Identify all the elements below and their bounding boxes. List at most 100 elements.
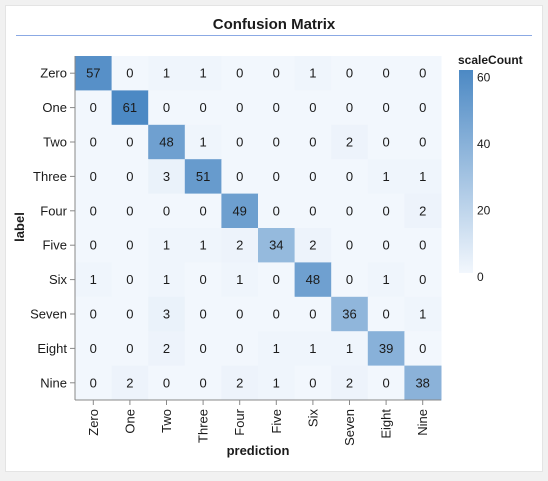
cell-value: 3 bbox=[163, 307, 170, 322]
heatmap-cell bbox=[75, 296, 113, 332]
cell-value: 0 bbox=[199, 341, 206, 356]
heatmap-cell bbox=[258, 90, 296, 126]
heatmap-cell bbox=[184, 124, 222, 160]
heatmap-cell bbox=[148, 262, 186, 298]
heatmap-cell bbox=[75, 90, 113, 126]
x-tick-label: Two bbox=[159, 409, 174, 433]
heatmap-cell bbox=[258, 124, 296, 160]
cell-value-labels: 57 0 1 1 0 0 1 0 0 0 0 61 0 0 0 0 0 0 0 0 0 0 48 1 0 0 0 2 0 0 0 0 3 51 0 0… bbox=[86, 66, 430, 391]
heatmap-cell bbox=[221, 193, 259, 229]
heatmap-cell bbox=[367, 124, 405, 160]
heatmap-cell bbox=[367, 193, 405, 229]
x-tick-label: Three bbox=[196, 409, 211, 443]
heatmap-cell bbox=[294, 159, 332, 195]
cell-value: 2 bbox=[163, 341, 170, 356]
cell-value: 0 bbox=[90, 100, 97, 115]
cell-value: 0 bbox=[236, 66, 243, 81]
cell-value: 2 bbox=[309, 238, 316, 253]
x-tick-label: One bbox=[122, 409, 137, 434]
cell-value: 2 bbox=[419, 203, 426, 218]
x-tick-label: Six bbox=[305, 409, 320, 428]
cell-value: 34 bbox=[269, 238, 283, 253]
heatmap-cell bbox=[75, 159, 113, 195]
cell-value: 0 bbox=[199, 307, 206, 322]
cell-value: 0 bbox=[90, 203, 97, 218]
legend-tick-label: 40 bbox=[477, 137, 491, 151]
cell-value: 0 bbox=[382, 238, 389, 253]
cell-value: 0 bbox=[346, 66, 353, 81]
heatmap-cell bbox=[148, 365, 186, 401]
heatmap-cell bbox=[75, 193, 113, 229]
heatmap-cell bbox=[221, 124, 259, 160]
heatmap-cell bbox=[331, 365, 369, 401]
cell-value: 61 bbox=[123, 100, 137, 115]
heatmap-cell bbox=[367, 262, 405, 298]
heatmap-cell bbox=[331, 159, 369, 195]
heatmap-cell bbox=[111, 262, 149, 298]
cell-value: 0 bbox=[309, 375, 316, 390]
cell-value: 0 bbox=[419, 341, 426, 356]
heatmap-cell bbox=[75, 228, 113, 263]
heatmap-cell bbox=[75, 365, 113, 401]
heatmap-cell bbox=[258, 228, 296, 263]
cell-value: 1 bbox=[273, 341, 280, 356]
cell-value: 0 bbox=[309, 307, 316, 322]
heatmap-cells bbox=[75, 56, 442, 401]
cell-value: 1 bbox=[382, 272, 389, 287]
heatmap-cell bbox=[367, 365, 405, 401]
cell-value: 0 bbox=[199, 100, 206, 115]
heatmap-cell bbox=[331, 296, 369, 332]
cell-value: 0 bbox=[382, 375, 389, 390]
heatmap-cell bbox=[184, 296, 222, 332]
y-tick-label: Nine bbox=[40, 375, 67, 390]
heatmap-cell bbox=[367, 331, 405, 367]
heatmap-cell bbox=[367, 56, 405, 91]
cell-value: 0 bbox=[382, 203, 389, 218]
cell-value: 2 bbox=[126, 375, 133, 390]
heatmap-cell bbox=[75, 262, 113, 298]
heatmap-cell bbox=[148, 228, 186, 263]
cell-value: 1 bbox=[90, 272, 97, 287]
cell-value: 0 bbox=[273, 203, 280, 218]
cell-value: 0 bbox=[199, 375, 206, 390]
cell-value: 1 bbox=[163, 272, 170, 287]
cell-value: 0 bbox=[236, 307, 243, 322]
cell-value: 49 bbox=[232, 203, 246, 218]
cell-value: 0 bbox=[273, 307, 280, 322]
cell-value: 1 bbox=[199, 66, 206, 81]
cell-value: 2 bbox=[346, 135, 353, 150]
heatmap-cell bbox=[258, 193, 296, 229]
cell-value: 0 bbox=[382, 100, 389, 115]
cell-value: 3 bbox=[163, 169, 170, 184]
cell-value: 0 bbox=[163, 203, 170, 218]
heatmap-cell bbox=[148, 56, 186, 91]
x-axis-title: prediction bbox=[227, 443, 290, 458]
cell-value: 0 bbox=[419, 272, 426, 287]
x-axis: Zero One Two Three Four Five Six Seven Eight Nine bbox=[75, 399, 441, 446]
heatmap-cell bbox=[184, 331, 222, 367]
heatmap-cell bbox=[184, 365, 222, 401]
heatmap-cell bbox=[331, 193, 369, 229]
heatmap-cell bbox=[367, 228, 405, 263]
cell-value: 0 bbox=[126, 135, 133, 150]
cell-value: 0 bbox=[346, 203, 353, 218]
cell-value: 0 bbox=[273, 169, 280, 184]
heatmap-cell bbox=[367, 90, 405, 126]
heatmap-cell bbox=[258, 296, 296, 332]
cell-value: 39 bbox=[379, 341, 393, 356]
heatmap-cell bbox=[75, 56, 113, 91]
heatmap-cell bbox=[221, 56, 259, 91]
heatmap-cell bbox=[111, 193, 149, 229]
heatmap-cell bbox=[331, 262, 369, 298]
heatmap-cell bbox=[221, 296, 259, 332]
heatmap-cell bbox=[404, 124, 442, 160]
cell-value: 0 bbox=[273, 135, 280, 150]
heatmap-cell bbox=[75, 124, 113, 160]
heatmap-cell bbox=[184, 159, 222, 195]
heatmap-cell bbox=[294, 228, 332, 263]
x-tick-label: Nine bbox=[415, 409, 430, 436]
cell-value: 0 bbox=[273, 66, 280, 81]
cell-value: 0 bbox=[126, 238, 133, 253]
heatmap-cell bbox=[258, 159, 296, 195]
heatmap-cell bbox=[221, 365, 259, 401]
